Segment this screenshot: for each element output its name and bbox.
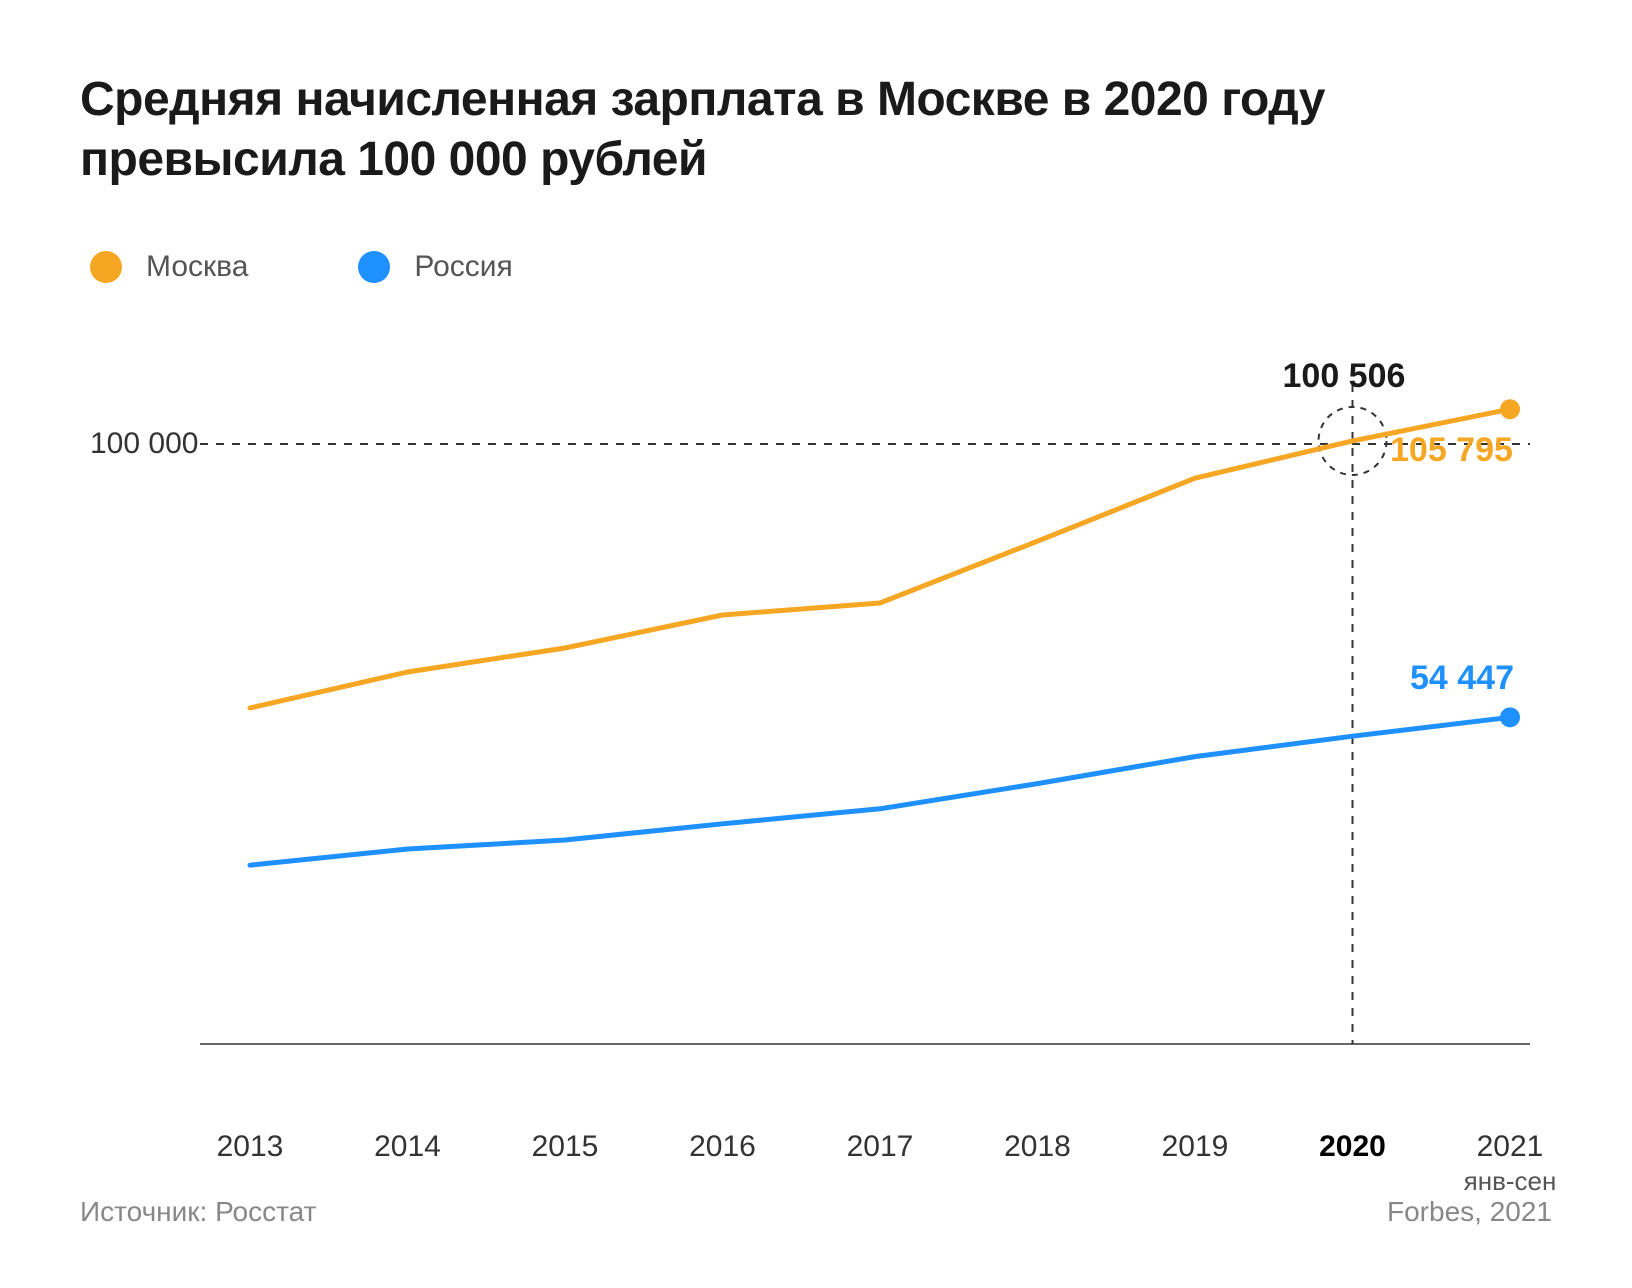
legend-item-moscow: Москва (90, 250, 248, 284)
end-label-russia: 54 447 (1410, 659, 1514, 698)
source-text: Источник: Росстат (80, 1196, 316, 1228)
legend: Москва Россия (80, 250, 1552, 284)
x-label: 2014 (374, 1130, 441, 1164)
reference-label: 100 506 (1283, 357, 1406, 396)
chart-area: 100 000 100 506 105 795 54 447 201320142… (80, 324, 1552, 1124)
x-label: 2019 (1162, 1130, 1229, 1164)
legend-dot-moscow (90, 251, 122, 283)
chart-svg (80, 324, 1540, 1084)
legend-dot-russia (358, 251, 390, 283)
x-label: 2020 (1319, 1130, 1386, 1164)
x-label: 2016 (689, 1130, 756, 1164)
chart-container: Средняя начисленная зарплата в Москве в … (0, 0, 1632, 1288)
end-label-moscow: 105 795 (1390, 431, 1513, 470)
legend-label-russia: Россия (414, 250, 512, 284)
legend-label-moscow: Москва (146, 250, 248, 284)
footer: Источник: Росстат Forbes, 2021 (80, 1196, 1552, 1228)
x-label: 2013 (217, 1130, 284, 1164)
chart-title: Средняя начисленная зарплата в Москве в … (80, 70, 1552, 190)
credit-text: Forbes, 2021 (1387, 1196, 1552, 1228)
y-axis-label: 100 000 (90, 427, 198, 461)
x-label: 2018 (1004, 1130, 1071, 1164)
x-label: 2017 (847, 1130, 914, 1164)
legend-item-russia: Россия (358, 250, 512, 284)
x-label: 2021янв-сен (1464, 1130, 1557, 1197)
x-axis-labels: 201320142015201620172018201920202021янв-… (80, 1124, 1552, 1184)
x-label: 2015 (532, 1130, 599, 1164)
